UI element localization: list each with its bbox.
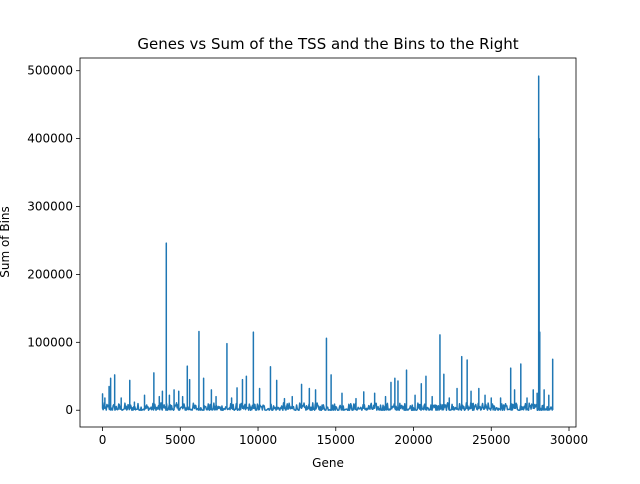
x-axis-ticks: 0 5000 10000 15000 20000 25000 30000 (99, 427, 588, 447)
x-tick-label: 15000 (317, 433, 355, 447)
plot-frame (79, 57, 577, 428)
x-tick-label: 5000 (165, 433, 196, 447)
x-tick-label: 30000 (550, 433, 588, 447)
y-tick-label: 100000 (27, 335, 73, 349)
x-axis-label: Gene (312, 456, 344, 470)
y-axis-label: Sum of Bins (0, 206, 12, 278)
y-tick-label: 300000 (27, 200, 73, 214)
y-tick-label: 200000 (27, 267, 73, 281)
y-axis-ticks: 0 100000 200000 300000 400000 500000 (27, 64, 80, 417)
x-tick-label: 20000 (394, 433, 432, 447)
data-series-line (101, 75, 554, 411)
x-tick-label: 0 (99, 433, 107, 447)
y-tick-label: 400000 (27, 132, 73, 146)
x-tick-label: 10000 (239, 433, 277, 447)
x-tick-label: 25000 (472, 433, 510, 447)
y-tick-label: 500000 (27, 64, 73, 78)
chart-title: Genes vs Sum of the TSS and the Bins to … (137, 35, 518, 53)
y-tick-label: 0 (65, 403, 73, 417)
